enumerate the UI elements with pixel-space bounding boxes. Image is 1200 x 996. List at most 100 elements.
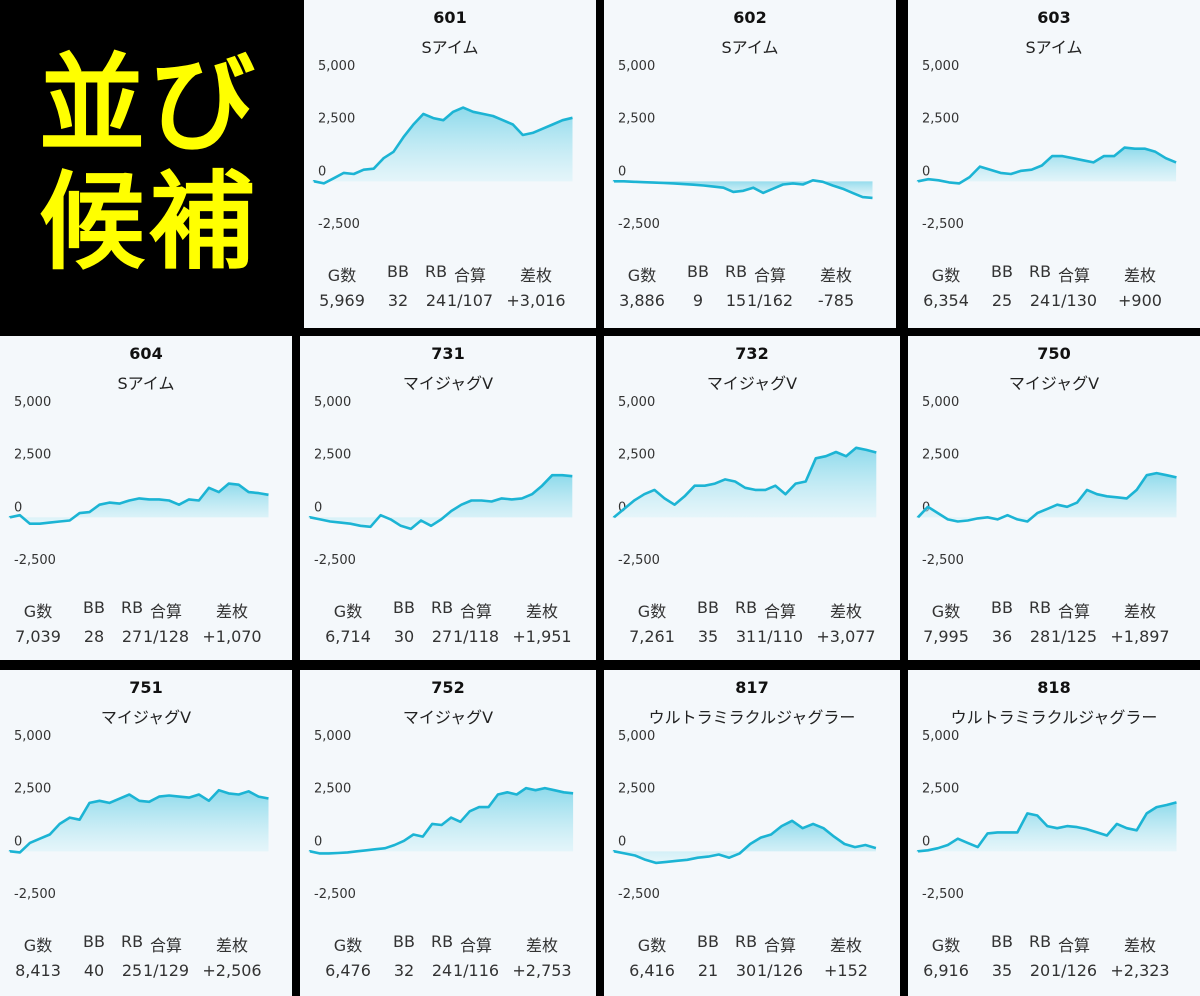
banner-line-1: 並び: [39, 43, 259, 166]
stat-value: 24: [425, 291, 447, 310]
y-tick-label: 5,000: [318, 59, 355, 74]
stat-value: 28: [1029, 627, 1051, 646]
stat-value: 1/128: [142, 627, 190, 646]
stat-value: 1/126: [756, 961, 804, 980]
y-tick-label: 2,500: [618, 448, 655, 463]
stat-header: 差枚: [519, 266, 553, 285]
stat-header: BB: [991, 598, 1013, 617]
stat-value: +2,323: [1110, 961, 1170, 980]
stat-header: 合算: [149, 602, 183, 621]
machine-card: 732 マイジャグV 5,000 2,500 0 -2,500 G数 BB RB 合算 差枚 7,26…: [604, 336, 900, 660]
stat-value: +900: [1118, 291, 1162, 310]
stat-header: BB: [393, 932, 415, 951]
stat-value: 1/130: [1050, 291, 1098, 310]
stat-header: RB: [424, 262, 448, 281]
machine-number: 817: [735, 678, 769, 697]
y-tick-label: 0: [14, 834, 22, 849]
machine-card: 751 マイジャグV 5,000 2,500 0 -2,500 G数 BB RB 合算 差枚 8,41…: [0, 670, 292, 996]
stat-header: BB: [393, 598, 415, 617]
y-tick-label: 2,500: [922, 782, 959, 797]
machine-model: マイジャグV: [402, 708, 494, 727]
stat-value: 24: [431, 961, 453, 980]
machine-card: 603 Sアイム 5,000 2,500 0 -2,500 G数 BB RB 合算 差枚 6,354 2…: [908, 0, 1200, 328]
stat-header: G数: [23, 602, 53, 621]
stat-value: 21: [697, 961, 719, 980]
stat-value: 8,413: [15, 961, 61, 980]
machine-card: 818 ウルトラミラクルジャグラー 5,000 2,500 0 -2,500 G数 BB RB 合…: [908, 670, 1200, 996]
y-tick-label: 2,500: [318, 112, 355, 127]
stat-value: 1/118: [452, 627, 500, 646]
stat-value: 27: [431, 627, 453, 646]
slump-line: [916, 471, 1177, 523]
stat-value: 1/126: [1050, 961, 1098, 980]
machine-card: 750 マイジャグV 5,000 2,500 0 -2,500 G数 BB RB 合算 差枚 7,99…: [908, 336, 1200, 660]
slump-area: [10, 483, 269, 524]
slump-line: [916, 146, 1177, 185]
stat-header: 差枚: [1123, 266, 1157, 285]
slump-line: [308, 473, 573, 531]
slump-line: [916, 801, 1177, 853]
stat-header: 合算: [753, 266, 787, 285]
stat-value: 31: [735, 627, 757, 646]
stat-header: 差枚: [1123, 936, 1157, 955]
stat-header: G数: [327, 266, 357, 285]
y-tick-label: 5,000: [922, 729, 959, 744]
stat-header: G数: [637, 936, 667, 955]
stat-value: 24: [1029, 291, 1051, 310]
stat-value: 40: [83, 961, 105, 980]
slump-area: [614, 820, 876, 863]
stat-header: 合算: [763, 602, 797, 621]
y-tick-label: -2,500: [314, 553, 356, 568]
stat-header: RB: [734, 932, 758, 951]
y-tick-label: 0: [618, 834, 626, 849]
y-tick-label: 2,500: [314, 782, 351, 797]
stat-value: 6,354: [923, 291, 969, 310]
machine-model: Sアイム: [721, 38, 779, 57]
slump-line: [8, 788, 269, 854]
machine-number: 732: [735, 344, 769, 363]
y-tick-label: 5,000: [922, 395, 959, 410]
stat-header: G数: [931, 602, 961, 621]
machine-number: 601: [433, 8, 467, 27]
stat-value: 7,039: [15, 627, 61, 646]
stat-header: G数: [23, 936, 53, 955]
machine-number: 752: [431, 678, 465, 697]
stat-header: RB: [430, 598, 454, 617]
y-tick-label: -2,500: [922, 887, 964, 902]
stat-value: 32: [393, 961, 415, 980]
y-tick-label: 0: [314, 834, 322, 849]
y-tick-label: -2,500: [14, 553, 56, 568]
y-tick-label: 0: [314, 500, 322, 515]
stat-value: 15: [725, 291, 747, 310]
stat-header: RB: [1028, 598, 1052, 617]
y-tick-label: 2,500: [618, 112, 655, 127]
stat-value: +1,070: [202, 627, 262, 646]
stat-value: 30: [393, 627, 415, 646]
y-tick-label: -2,500: [618, 217, 660, 232]
machine-number: 604: [129, 344, 163, 363]
stat-value: 1/110: [756, 627, 804, 646]
stat-value: 9: [692, 291, 704, 310]
stat-header: BB: [697, 598, 719, 617]
y-tick-label: -2,500: [618, 887, 660, 902]
y-tick-label: 2,500: [314, 448, 351, 463]
slump-line: [8, 482, 269, 525]
banner: 並び 候補: [0, 0, 298, 328]
machine-model: Sアイム: [117, 374, 175, 393]
stat-header: G数: [333, 602, 363, 621]
machine-model: マイジャグV: [1008, 374, 1100, 393]
y-tick-label: 2,500: [14, 782, 51, 797]
stat-value: 20: [1029, 961, 1051, 980]
stat-header: RB: [1028, 262, 1052, 281]
stat-value: -785: [817, 291, 855, 310]
y-tick-label: 2,500: [14, 448, 51, 463]
y-tick-label: -2,500: [618, 553, 660, 568]
slump-line: [312, 106, 573, 185]
y-tick-label: 2,500: [922, 448, 959, 463]
